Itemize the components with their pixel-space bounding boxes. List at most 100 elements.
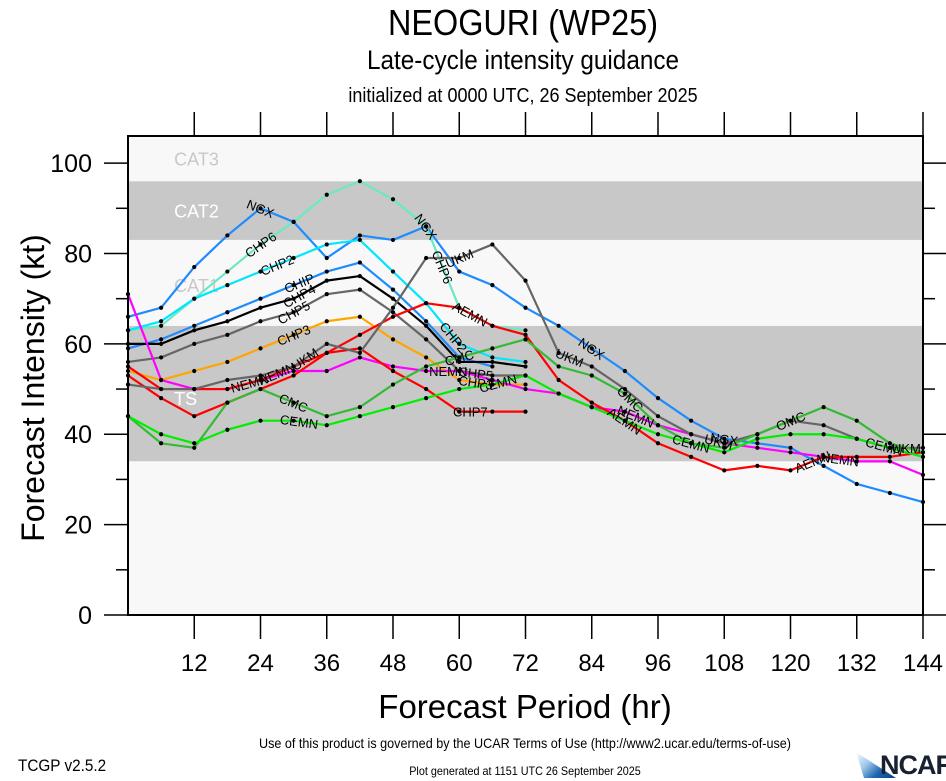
point-ngx [855, 482, 859, 486]
point-cmc [225, 401, 229, 405]
point-cmc [192, 446, 196, 450]
band-label-cat1: CAT1 [174, 276, 219, 296]
x-tick-label: 48 [380, 650, 407, 677]
point-ngx [557, 324, 561, 328]
point-ukm [424, 256, 428, 260]
x-tick-label: 72 [512, 650, 539, 677]
point-chp6 [225, 269, 229, 273]
point-chp7 [424, 387, 428, 391]
y-tick-label: 60 [64, 331, 92, 359]
point-chp4 [258, 306, 262, 310]
point-cemn [788, 432, 792, 436]
y-tick-label: 40 [64, 421, 92, 449]
point-omc [523, 337, 527, 341]
band-label-cat3: CAT3 [174, 150, 219, 170]
y-tick-label: 0 [78, 602, 92, 630]
band-cat3 [128, 136, 923, 181]
point-chp6 [523, 328, 527, 332]
x-tick-label: 96 [645, 650, 672, 677]
point-chp3 [424, 355, 428, 359]
point-chp4 [159, 342, 163, 346]
point-aemn [557, 378, 561, 382]
point-chp3 [391, 337, 395, 341]
point-omc [656, 423, 660, 427]
point-chip [424, 319, 428, 323]
x-tick-label: 120 [770, 650, 810, 677]
point-cemn [159, 432, 163, 436]
point-chp6 [292, 220, 296, 224]
point-ngx [225, 233, 229, 237]
point-chp6 [391, 197, 395, 201]
generated-time: Plot generated at 1151 UTC 26 September … [53, 764, 946, 778]
point-ngx [788, 446, 792, 450]
point-nemn [788, 450, 792, 454]
y-tick-label: 20 [64, 512, 92, 540]
point-cemn [192, 441, 196, 445]
point-ukm [590, 364, 594, 368]
point-aemn [424, 301, 428, 305]
point-ngx [325, 256, 329, 260]
x-axis-label: Forecast Period (hr) [378, 688, 671, 725]
point-ngx [656, 396, 660, 400]
point-ukm [490, 242, 494, 246]
point-omc [822, 405, 826, 409]
point-ngx [192, 265, 196, 269]
point-chp7 [192, 414, 196, 418]
point-chp5 [325, 292, 329, 296]
point-nemn [523, 387, 527, 391]
point-cmc [159, 441, 163, 445]
point-chip [325, 269, 329, 273]
point-ngx [888, 491, 892, 495]
series-label-chp7: CHP7 [453, 405, 488, 420]
point-aemn [722, 468, 726, 472]
point-chp5 [225, 333, 229, 337]
point-chip [159, 337, 163, 341]
point-aemn [490, 324, 494, 328]
x-tick-label: 108 [704, 650, 744, 677]
point-cemn [855, 437, 859, 441]
point-nemn [358, 355, 362, 359]
point-cemn [590, 405, 594, 409]
x-tick-label: 144 [903, 650, 943, 677]
point-chp7 [159, 396, 163, 400]
point-nemn [391, 364, 395, 368]
band-below-ts [128, 461, 923, 615]
point-ngx [490, 283, 494, 287]
point-aemn [358, 333, 362, 337]
point-ukm [358, 351, 362, 355]
point-cemn [557, 391, 561, 395]
point-aemn [590, 401, 594, 405]
point-nemn [325, 369, 329, 373]
point-chp4 [523, 364, 527, 368]
x-tick-label: 36 [313, 650, 340, 677]
point-cemn [523, 373, 527, 377]
point-chp4 [225, 319, 229, 323]
point-chp5 [192, 342, 196, 346]
point-aemn [523, 333, 527, 337]
point-chp2 [159, 319, 163, 323]
point-chp2 [523, 360, 527, 364]
point-chip [358, 260, 362, 264]
point-cmc [358, 405, 362, 409]
point-cemn [822, 432, 826, 436]
point-chp3 [225, 360, 229, 364]
point-chp6 [159, 324, 163, 328]
point-aemn [656, 441, 660, 445]
point-aemn [689, 455, 693, 459]
point-ngx [159, 306, 163, 310]
point-chp6 [325, 193, 329, 197]
y-axis-label: Forecast Intensity (kt) [15, 234, 51, 542]
point-chp7 [490, 410, 494, 414]
point-cemn [325, 423, 329, 427]
point-chip [391, 288, 395, 292]
point-chp4 [358, 274, 362, 278]
point-chp7 [523, 410, 527, 414]
point-ngx [523, 306, 527, 310]
point-chp2 [490, 355, 494, 359]
x-tick-label: 12 [181, 650, 208, 677]
point-chip [225, 310, 229, 314]
point-omc [755, 432, 759, 436]
terms-of-use: Use of this product is governed by the U… [53, 735, 946, 751]
point-chp3 [258, 346, 262, 350]
point-chp3 [358, 315, 362, 319]
